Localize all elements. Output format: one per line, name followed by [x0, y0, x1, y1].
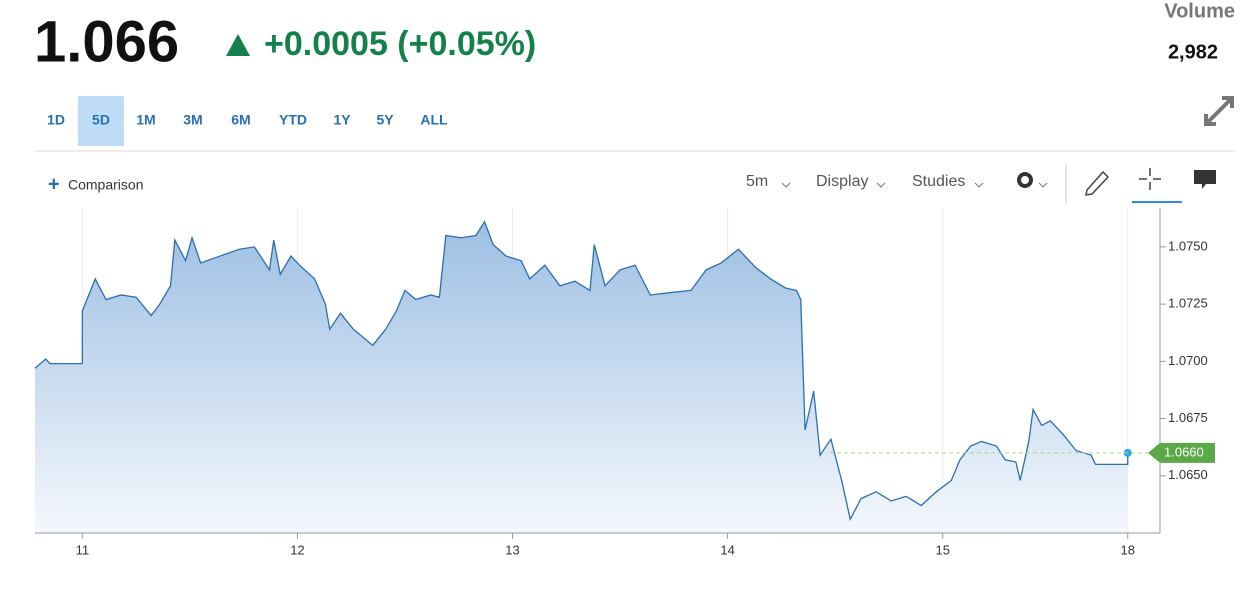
range-button[interactable]: 1D [47, 112, 65, 128]
x-tick-label: 13 [505, 542, 519, 557]
studies[interactable]: Studies [912, 173, 965, 190]
range-button[interactable]: 1Y [333, 112, 351, 128]
range-bar: 1D 5D 1M 3M 6M YTD 1Y 5Y ALL [47, 96, 448, 146]
draw-icon[interactable] [1085, 170, 1110, 196]
x-tick-label: 14 [720, 542, 734, 557]
range-button[interactable]: ALL [420, 112, 448, 128]
crosshair-icon[interactable] [1139, 168, 1161, 190]
range-selected [78, 96, 124, 146]
price-badge [1148, 442, 1215, 463]
y-tick-label: 1.0750 [1168, 238, 1208, 253]
range-button[interactable]: 5D [92, 112, 110, 128]
change: +0.0005 (+0.05%) [264, 25, 536, 63]
range-button[interactable]: 5Y [376, 112, 394, 128]
expand-icon[interactable] [1204, 96, 1234, 126]
x-tick-label: 11 [76, 542, 90, 557]
x-tick-label: 15 [936, 542, 950, 557]
y-tick-label: 1.0700 [1168, 353, 1208, 368]
volume-label: Volume [1164, 0, 1235, 22]
interval[interactable]: 5m [746, 173, 768, 190]
chevrons [781, 182, 1048, 188]
area [35, 221, 1128, 533]
settings-icon[interactable] [1017, 172, 1033, 188]
range-button[interactable]: YTD [279, 112, 307, 128]
up-arrow [226, 34, 250, 56]
display[interactable]: Display [816, 173, 868, 190]
range-button[interactable]: 3M [183, 112, 202, 128]
price-badge-label: 1.0660 [1164, 444, 1204, 459]
comment-icon[interactable] [1194, 170, 1216, 189]
comparison[interactable]: Comparison [68, 177, 143, 193]
price: 1.066 [34, 9, 179, 74]
range-button[interactable]: 6M [231, 112, 250, 128]
x-tick-label: 12 [290, 542, 304, 557]
plus-icon[interactable]: + [48, 173, 60, 195]
y-tick-label: 1.0675 [1168, 410, 1208, 425]
y-tick-label: 1.0650 [1168, 467, 1208, 482]
range-button[interactable]: 1M [136, 112, 155, 128]
y-tick-label: 1.0725 [1168, 296, 1208, 311]
x-tick-label: 18 [1120, 542, 1134, 557]
volume: 2,982 [1168, 41, 1218, 63]
plot: 11 12 13 14 15 18 1.0650 1.0675 1.0700 1.0725 1.07… [34, 208, 1215, 557]
